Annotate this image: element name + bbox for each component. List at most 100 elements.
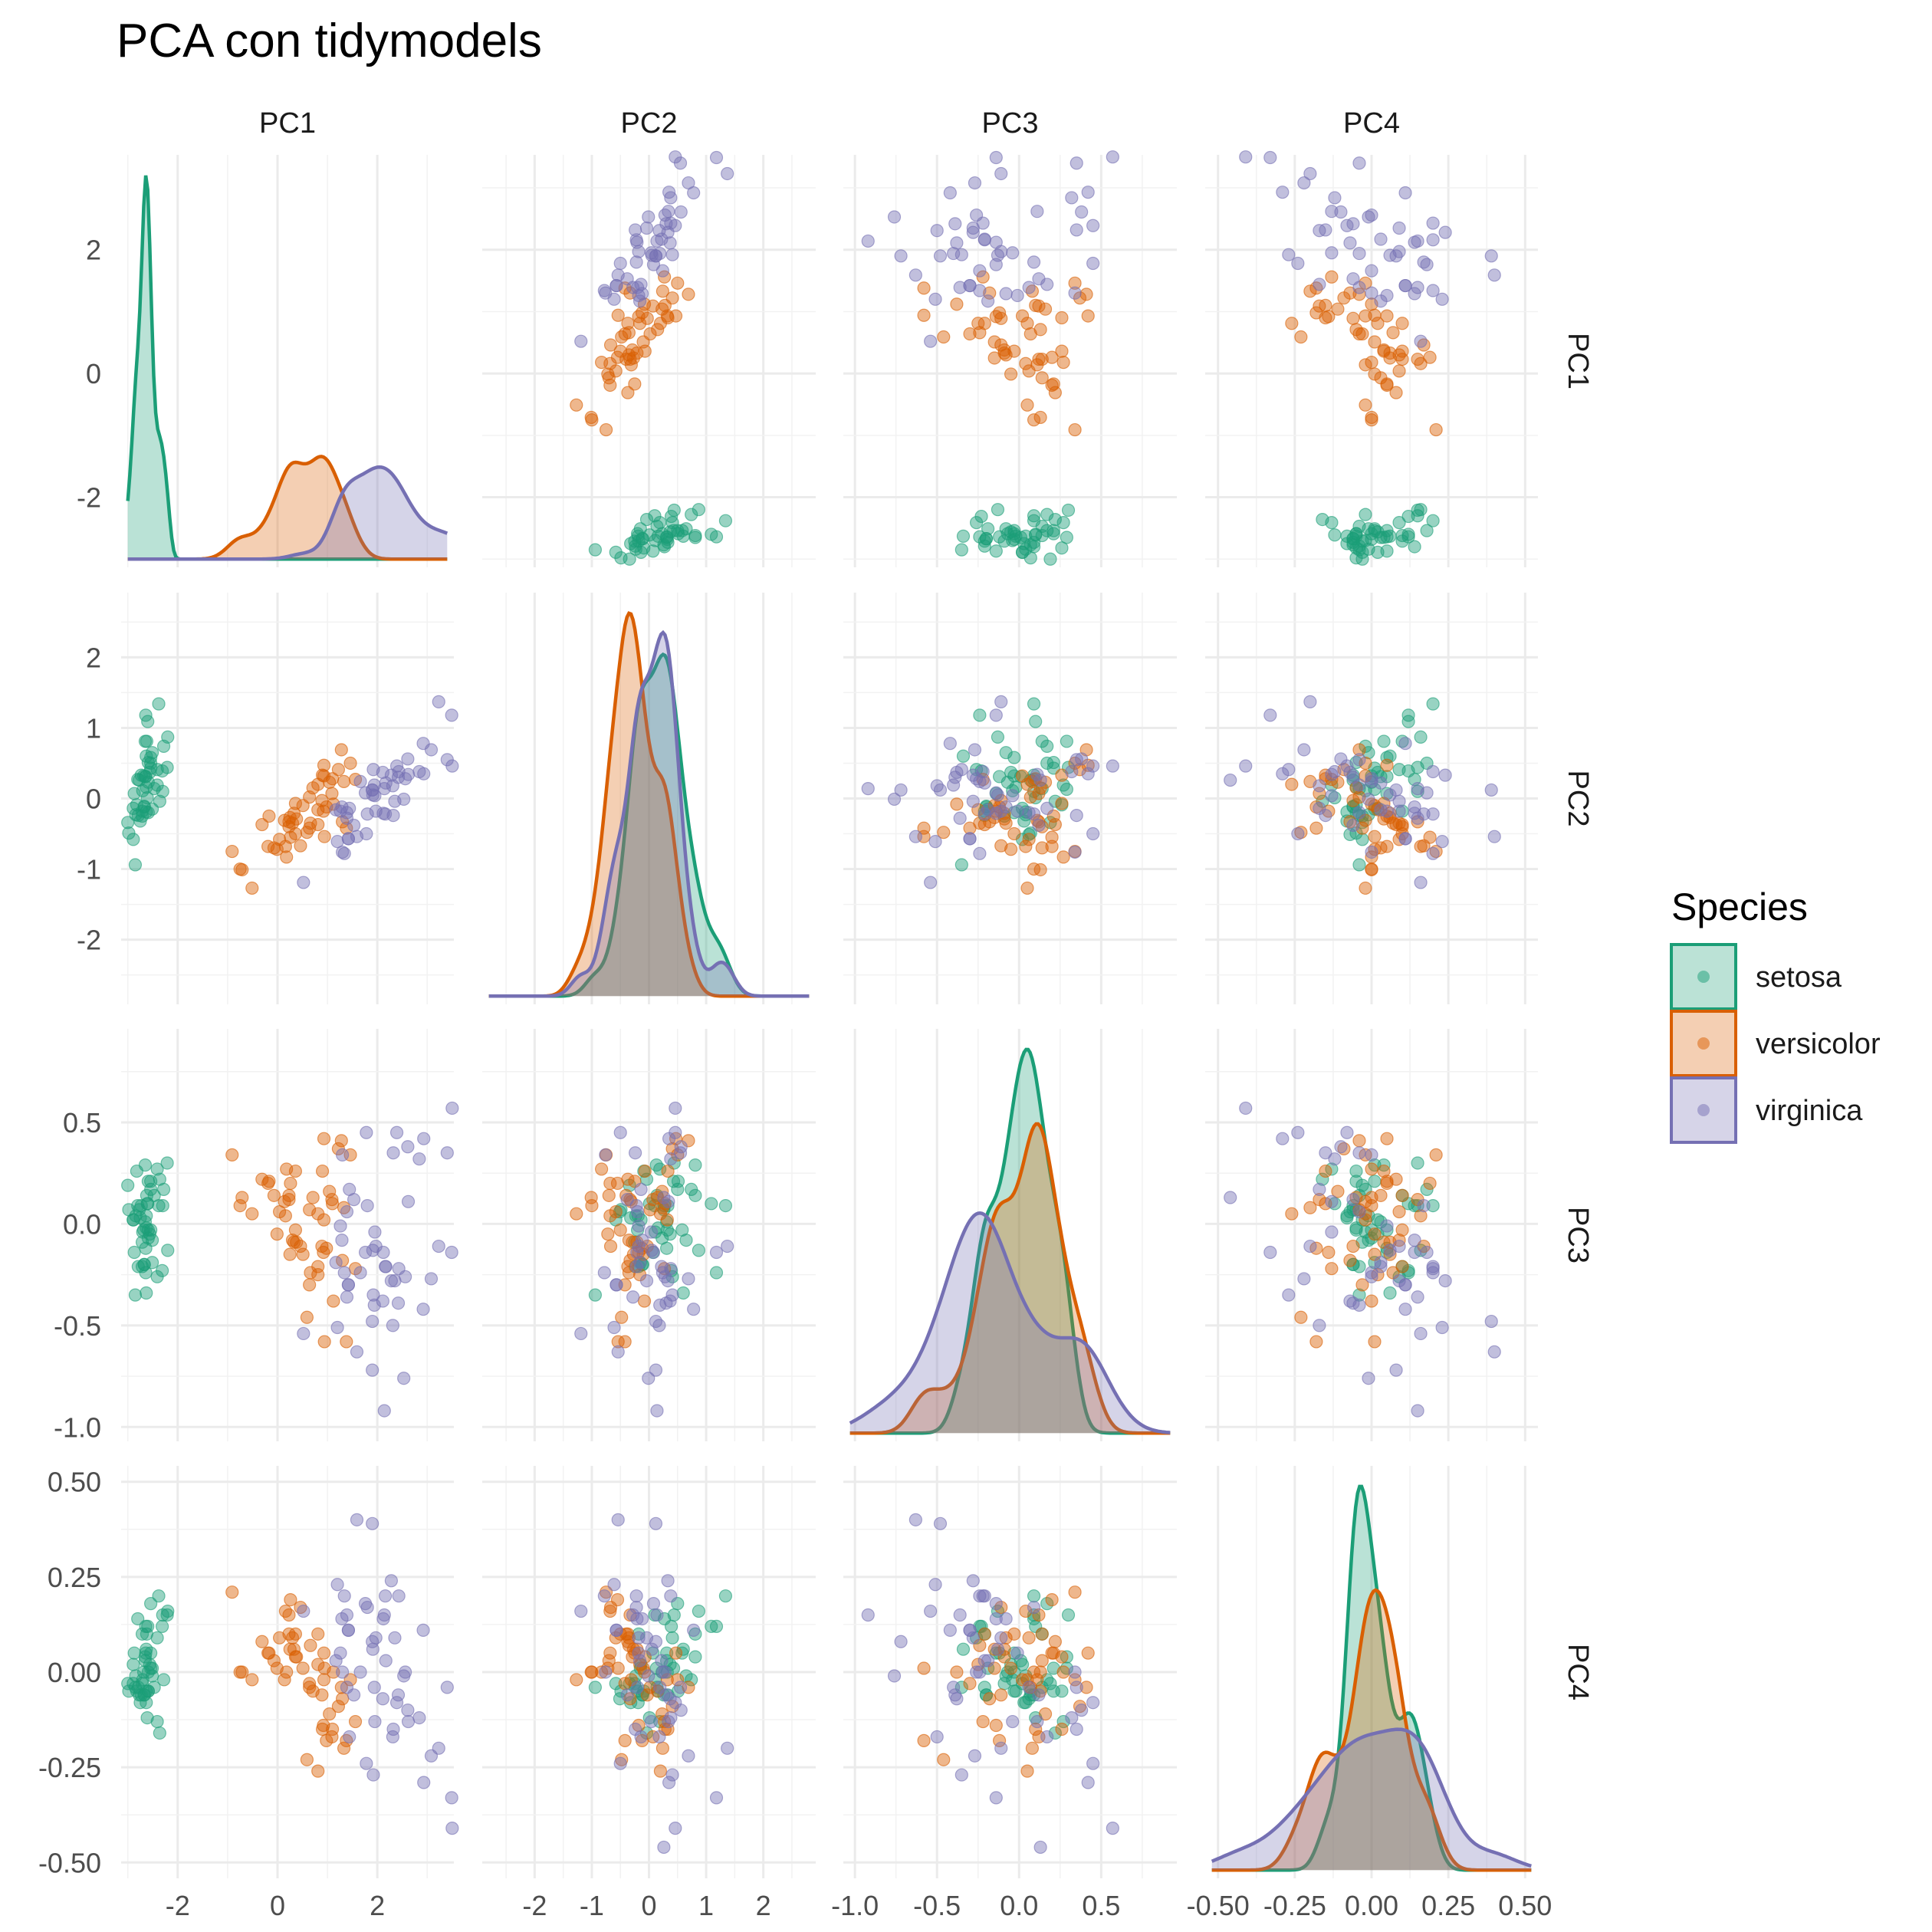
y-tick-label: 2 [86,235,101,266]
x-tick-label: 2 [756,1890,771,1921]
point-versicolor [613,1627,627,1641]
point-versicolor [637,1294,652,1308]
point-virginica [928,1578,942,1592]
point-virginica [887,210,902,224]
point-setosa [127,787,141,800]
point-setosa [1035,734,1049,748]
point-virginica [329,803,343,816]
point-versicolor [1395,317,1409,330]
point-virginica [297,876,310,889]
point-versicolor [669,1646,683,1660]
point-virginica [597,1589,611,1603]
point-versicolor [1322,1245,1336,1260]
point-setosa [1328,528,1342,542]
point-virginica [1352,156,1366,170]
point-versicolor [917,281,931,295]
point-versicolor [1056,1665,1070,1679]
point-virginica [665,248,679,261]
point-virginica [973,846,987,860]
point-virginica [652,1730,666,1744]
point-virginica [341,1278,356,1292]
point-virginica [629,1589,643,1603]
point-virginica [1086,826,1100,841]
point-virginica [297,1326,310,1341]
x-tick-label: 0 [270,1890,285,1921]
point-versicolor [653,317,668,330]
point-versicolor [613,1223,627,1237]
point-setosa [121,1178,135,1192]
point-virginica [379,1654,393,1668]
point-versicolor [1423,1176,1437,1191]
density-line-setosa [849,1047,1171,1435]
point-versicolor [337,774,351,789]
point-virginica [924,334,938,348]
point-versicolor [1068,276,1082,290]
point-virginica [1027,1600,1041,1615]
strip-label-pc1: PC1 [1562,333,1594,389]
point-virginica [340,811,354,825]
point-setosa [137,1688,151,1702]
point-virginica [673,1681,688,1694]
point-virginica [887,792,902,807]
point-virginica [1263,1245,1277,1260]
point-virginica [1297,1272,1311,1286]
point-virginica [1389,1363,1403,1377]
point-virginica [1408,1245,1421,1260]
legend: Species setosa versicolor virginica [1670,886,1881,1144]
point-virginica [330,1578,344,1592]
point-virginica [1065,1710,1079,1725]
point-virginica [416,1623,430,1637]
point-setosa [692,1604,705,1618]
point-virginica [646,1597,661,1611]
point-setosa [688,1158,702,1172]
point-virginica [943,186,957,200]
point-virginica [386,1319,399,1332]
point-virginica [1411,234,1424,248]
point-versicolor [1048,817,1062,832]
point-setosa [121,1677,135,1691]
point-setosa [679,1234,693,1247]
legend-label-setosa: setosa [1756,961,1842,994]
point-versicolor [1045,840,1059,853]
point-versicolor [1033,1665,1047,1679]
point-setosa [1420,524,1434,537]
point-setosa [969,516,984,530]
point-virginica [1313,278,1326,291]
point-virginica [966,1631,980,1644]
point-setosa [1380,544,1394,558]
point-versicolor [622,1631,636,1644]
point-virginica [445,1245,458,1260]
point-versicolor [225,844,239,859]
y-tick-label: -0.5 [54,1310,101,1342]
x-tick-label: -2 [166,1890,190,1921]
y-tick-label: -0.25 [38,1752,101,1783]
point-virginica [947,778,961,792]
point-setosa [956,749,971,763]
point-setosa [588,1681,603,1694]
point-versicolor [280,850,294,864]
point-versicolor [320,1733,334,1747]
point-virginica [947,1681,961,1694]
point-virginica [999,800,1013,814]
point-virginica [665,1768,679,1782]
point-virginica [978,1589,991,1603]
point-versicolor [1414,356,1428,370]
point-virginica [376,1692,389,1706]
point-virginica [1297,743,1311,757]
point-virginica [416,1303,430,1316]
density-line-virginica [849,1211,1171,1434]
point-versicolor [1365,1294,1378,1308]
point-versicolor [303,1203,317,1217]
point-virginica [388,794,402,808]
point-virginica [1068,1665,1082,1679]
point-versicolor [611,1661,625,1675]
point-setosa [663,1227,677,1241]
point-setosa [128,1288,143,1302]
point-setosa [160,761,174,774]
point-setosa [129,808,143,822]
point-virginica [669,1125,682,1139]
point-setosa [656,527,669,540]
point-setosa [675,1223,689,1237]
point-virginica [963,278,977,293]
